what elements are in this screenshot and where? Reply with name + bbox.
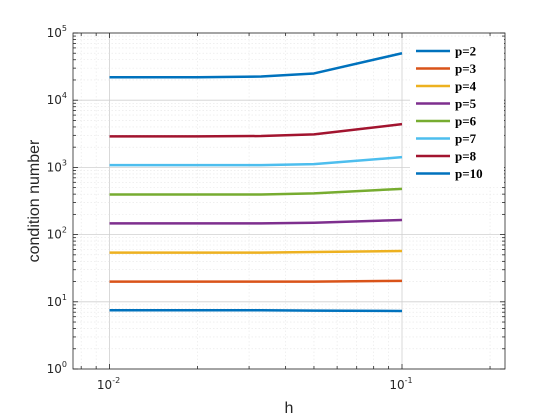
series-line-p-4 <box>109 249 403 254</box>
legend-label: p=2 <box>455 44 476 59</box>
series-line-p-2 <box>109 308 403 313</box>
legend-label: p=7 <box>455 131 477 146</box>
axis-ticks: 10-2 10-1 100 101 102 103 104 105 <box>47 24 505 392</box>
series-line-p-8 <box>109 122 403 138</box>
series-line-p-6 <box>109 187 403 196</box>
series-line-p-10 <box>109 52 403 79</box>
legend-label: p=5 <box>455 96 477 111</box>
series-line-p-7 <box>109 155 403 167</box>
legend-label: p=3 <box>455 61 477 76</box>
x-tick-label: 10-2 <box>97 376 120 392</box>
legend-label: p=8 <box>455 149 477 164</box>
y-tick-label: 104 <box>47 91 67 107</box>
x-tick-label: 10-1 <box>389 376 412 392</box>
plot-lines <box>109 52 403 313</box>
y-tick-label: 103 <box>47 158 67 174</box>
legend: p=2 p=3 p=4 p=5 p=6 p=7 p=8 p=10 <box>410 38 504 186</box>
legend-box <box>410 38 504 186</box>
y-tick-label: 101 <box>47 293 67 309</box>
y-tick-label: 100 <box>47 360 67 376</box>
plot-frame <box>72 32 506 370</box>
y-axis-label: condition number <box>26 139 43 262</box>
legend-label: p=6 <box>455 114 477 129</box>
y-tick-label: 105 <box>47 24 67 40</box>
series-line-p-5 <box>109 218 403 225</box>
y-tick-label: 102 <box>47 226 67 242</box>
series-line-p-3 <box>109 279 403 283</box>
legend-label: p=4 <box>455 79 477 94</box>
legend-label: p=10 <box>455 166 483 181</box>
x-axis-label: h <box>285 400 294 417</box>
